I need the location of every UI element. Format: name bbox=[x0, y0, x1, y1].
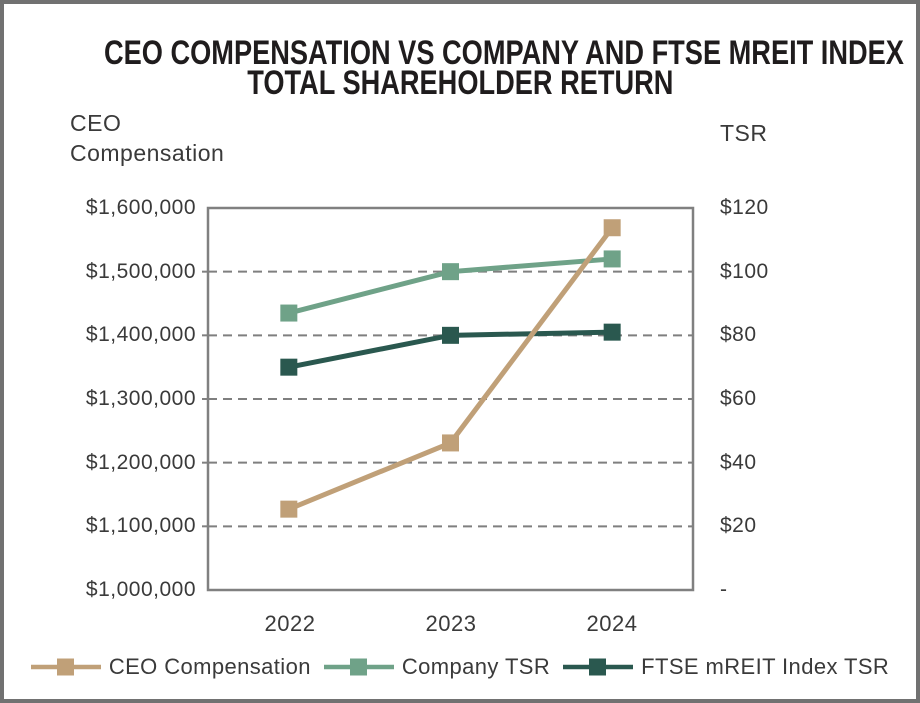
left-tick-label: $1,400,000 bbox=[85, 323, 196, 346]
chart-title: CEO COMPENSATION VS COMPANY AND FTSE MRE… bbox=[4, 34, 916, 102]
legend-marker-square-icon bbox=[30, 658, 101, 676]
plot-area bbox=[202, 206, 695, 592]
legend-item-company-tsr: Company TSR bbox=[323, 654, 551, 680]
legend-marker-square-icon bbox=[323, 658, 394, 676]
legend-label: CEO Compensation bbox=[108, 654, 311, 679]
left-tick-label: $1,500,000 bbox=[85, 260, 196, 283]
legend-marker-square-icon bbox=[563, 658, 634, 676]
left-tick-label: $1,100,000 bbox=[85, 514, 196, 537]
left-axis-title-line2: Compensation bbox=[70, 140, 225, 166]
right-tick-label: $80 bbox=[720, 323, 757, 346]
chart-canvas: CEO COMPENSATION VS COMPANY AND FTSE MRE… bbox=[4, 4, 916, 699]
right-tick-label: - bbox=[720, 578, 728, 601]
legend-item-ftse-mreit-index-tsr: FTSE mREIT Index TSR bbox=[563, 654, 889, 680]
left-axis-title-line1: CEO bbox=[70, 110, 122, 136]
x-tick-label: 2023 bbox=[425, 611, 477, 636]
legend: CEO Compensation Company TSR FTSE mREIT … bbox=[4, 650, 916, 684]
left-tick-label: $1,000,000 bbox=[85, 578, 196, 601]
x-tick-label: 2022 bbox=[264, 611, 316, 636]
right-axis-title: TSR bbox=[720, 118, 768, 148]
right-tick-label: $60 bbox=[720, 387, 757, 410]
legend-item-ceo-compensation: CEO Compensation bbox=[30, 654, 311, 680]
right-tick-label: $40 bbox=[720, 451, 757, 474]
x-tick-label: 2024 bbox=[586, 611, 638, 636]
left-axis-title: CEO Compensation bbox=[70, 108, 224, 168]
legend-label: Company TSR bbox=[401, 654, 551, 679]
chart-title-line1: CEO COMPENSATION VS COMPANY AND FTSE MRE… bbox=[103, 34, 904, 72]
chart-title-line2: TOTAL SHAREHOLDER RETURN bbox=[246, 64, 674, 102]
left-tick-label: $1,600,000 bbox=[85, 196, 196, 219]
left-tick-label: $1,200,000 bbox=[85, 451, 196, 474]
right-axis-title-text: TSR bbox=[720, 120, 768, 146]
right-tick-label: $100 bbox=[720, 260, 769, 283]
left-tick-label: $1,300,000 bbox=[85, 387, 196, 410]
legend-label: FTSE mREIT Index TSR bbox=[641, 654, 890, 679]
right-tick-label: $120 bbox=[720, 196, 769, 219]
right-tick-label: $20 bbox=[720, 514, 757, 537]
